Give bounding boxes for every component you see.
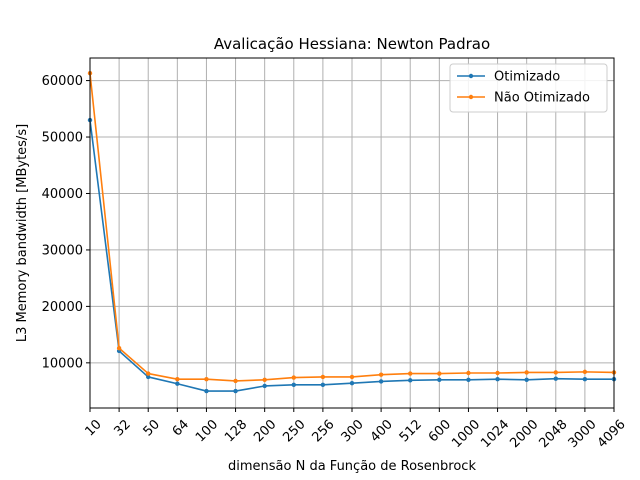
data-point bbox=[378, 379, 384, 384]
y-tick-label: 50000 bbox=[42, 131, 83, 146]
data-point bbox=[349, 374, 355, 380]
data-point bbox=[582, 377, 588, 382]
legend-swatch-marker bbox=[468, 73, 474, 79]
y-axis-label: L3 Memory bandwidth [MBytes/s] bbox=[15, 124, 30, 342]
data-point bbox=[146, 371, 151, 376]
data-point bbox=[582, 369, 588, 375]
data-point bbox=[204, 377, 209, 382]
series-1 bbox=[87, 117, 617, 394]
grid-lines bbox=[89, 58, 615, 408]
data-point bbox=[262, 383, 267, 389]
data-point bbox=[553, 370, 558, 375]
data-point bbox=[175, 381, 180, 386]
y-tick-label: 20000 bbox=[42, 300, 83, 315]
data-point bbox=[408, 371, 413, 376]
y-tick-label: 60000 bbox=[42, 74, 83, 89]
legend-swatch-marker bbox=[468, 94, 474, 100]
data-point bbox=[204, 388, 209, 394]
series-layer bbox=[87, 71, 617, 394]
legend-label: Não Otimizado bbox=[494, 91, 590, 106]
series-2 bbox=[87, 71, 617, 384]
data-point bbox=[233, 378, 238, 384]
x-axis-label: dimensão N da Função de Rosenbrock bbox=[228, 459, 476, 474]
data-point bbox=[262, 377, 267, 382]
data-point bbox=[116, 345, 122, 351]
legend-box bbox=[449, 63, 608, 113]
y-tick-label: 30000 bbox=[42, 243, 83, 258]
data-point bbox=[320, 374, 326, 380]
data-point bbox=[437, 371, 442, 376]
data-point bbox=[291, 382, 296, 388]
y-tick-label: 40000 bbox=[42, 187, 83, 202]
y-tick-label: 10000 bbox=[42, 356, 83, 371]
legend-label: Otimizado bbox=[494, 70, 560, 85]
data-point bbox=[524, 370, 529, 375]
data-point bbox=[553, 376, 558, 381]
legend: Otimizado Não Otimizado bbox=[449, 63, 608, 113]
chart-title: Avalicação Hessiana: Newton Padrao bbox=[214, 35, 490, 53]
data-point bbox=[466, 370, 471, 376]
data-point bbox=[495, 370, 500, 376]
data-point bbox=[233, 388, 238, 394]
data-point bbox=[378, 372, 384, 377]
data-point bbox=[466, 377, 471, 382]
data-point bbox=[349, 380, 355, 386]
data-point bbox=[291, 375, 296, 380]
data-point bbox=[437, 377, 442, 382]
y-axis-ticks: 10000 20000 30000 40000 50000 60000 bbox=[42, 74, 90, 371]
data-point bbox=[408, 378, 413, 383]
data-point bbox=[320, 382, 326, 388]
data-point bbox=[146, 374, 151, 380]
data-point bbox=[495, 377, 500, 382]
data-point bbox=[524, 377, 529, 382]
data-point bbox=[175, 377, 180, 382]
